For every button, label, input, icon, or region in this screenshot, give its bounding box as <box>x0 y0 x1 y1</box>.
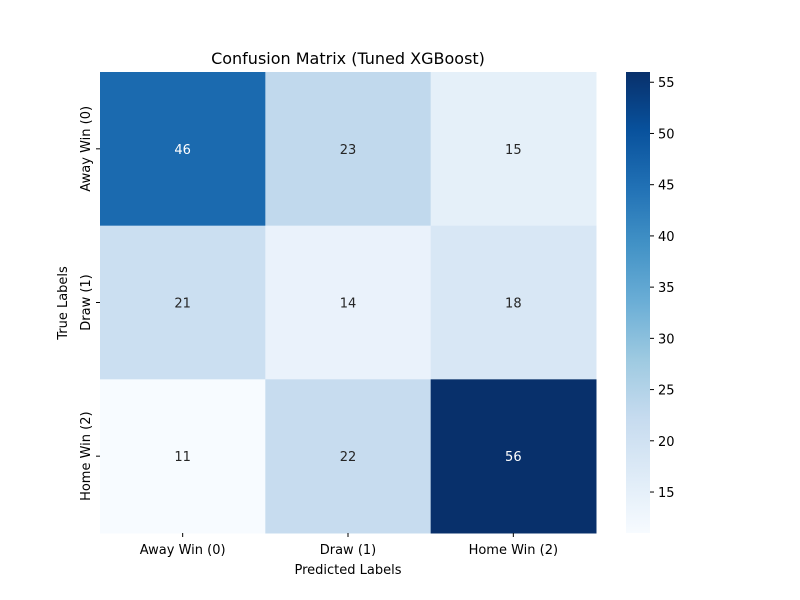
colorbar-tick-label: 35 <box>658 281 675 296</box>
cell-value-r0-c0: 46 <box>174 143 191 158</box>
y-axis-ticks: Away Win (0) Draw (1) Home Win (2) <box>79 106 100 501</box>
heatmap-cell-labels: 46 23 15 21 14 18 11 22 56 <box>174 143 521 465</box>
colorbar-ticks: 15 20 25 30 35 40 45 50 55 <box>650 76 675 501</box>
heatmap-cell-r1-c2 <box>430 225 597 380</box>
colorbar-tick-label: 15 <box>658 486 675 501</box>
chart-title: Confusion Matrix (Tuned XGBoost) <box>211 49 485 68</box>
x-tick-label: Away Win (0) <box>140 543 226 558</box>
colorbar-tick-label: 20 <box>658 435 675 450</box>
heatmap-cell-r2-c1 <box>265 379 432 534</box>
y-tick-label: Away Win (0) <box>79 106 94 192</box>
x-tick-label: Home Win (2) <box>469 543 559 558</box>
colorbar-tick-label: 30 <box>658 332 675 347</box>
y-tick-label: Home Win (2) <box>79 411 94 501</box>
heatmap-cell-r0-c2 <box>430 72 597 227</box>
cell-value-r0-c2: 15 <box>505 143 522 158</box>
x-tick-label: Draw (1) <box>320 543 377 558</box>
cell-value-r1-c2: 18 <box>505 297 522 312</box>
cell-value-r1-c1: 14 <box>340 297 357 312</box>
x-axis-label: Predicted Labels <box>294 563 401 578</box>
colorbar-tick-label: 25 <box>658 384 675 399</box>
cell-value-r2-c0: 11 <box>174 450 191 465</box>
heatmap-cell-r1-c1 <box>265 225 432 380</box>
colorbar-tick-label: 50 <box>658 127 675 142</box>
cell-value-r0-c1: 23 <box>340 143 357 158</box>
heatmap-cell-r2-c0 <box>100 379 266 534</box>
cell-value-r2-c2: 56 <box>505 450 522 465</box>
colorbar-tick-label: 55 <box>658 76 675 91</box>
cell-value-r2-c1: 22 <box>340 450 357 465</box>
heatmap-cell-r0-c0 <box>100 72 266 227</box>
colorbar-tick-label: 40 <box>658 230 675 245</box>
y-tick-label: Draw (1) <box>79 274 94 331</box>
y-axis-label: True Labels <box>56 266 71 341</box>
heatmap-cell-r0-c1 <box>265 72 432 227</box>
heatmap-cells <box>100 72 597 534</box>
x-axis-ticks: Away Win (0) Draw (1) Home Win (2) <box>140 533 558 558</box>
heatmap-cell-r1-c0 <box>100 225 266 380</box>
heatmap-cell-r2-c2 <box>430 379 597 534</box>
colorbar-tick-label: 45 <box>658 179 675 194</box>
colorbar <box>626 72 650 533</box>
cell-value-r1-c0: 21 <box>174 297 191 312</box>
